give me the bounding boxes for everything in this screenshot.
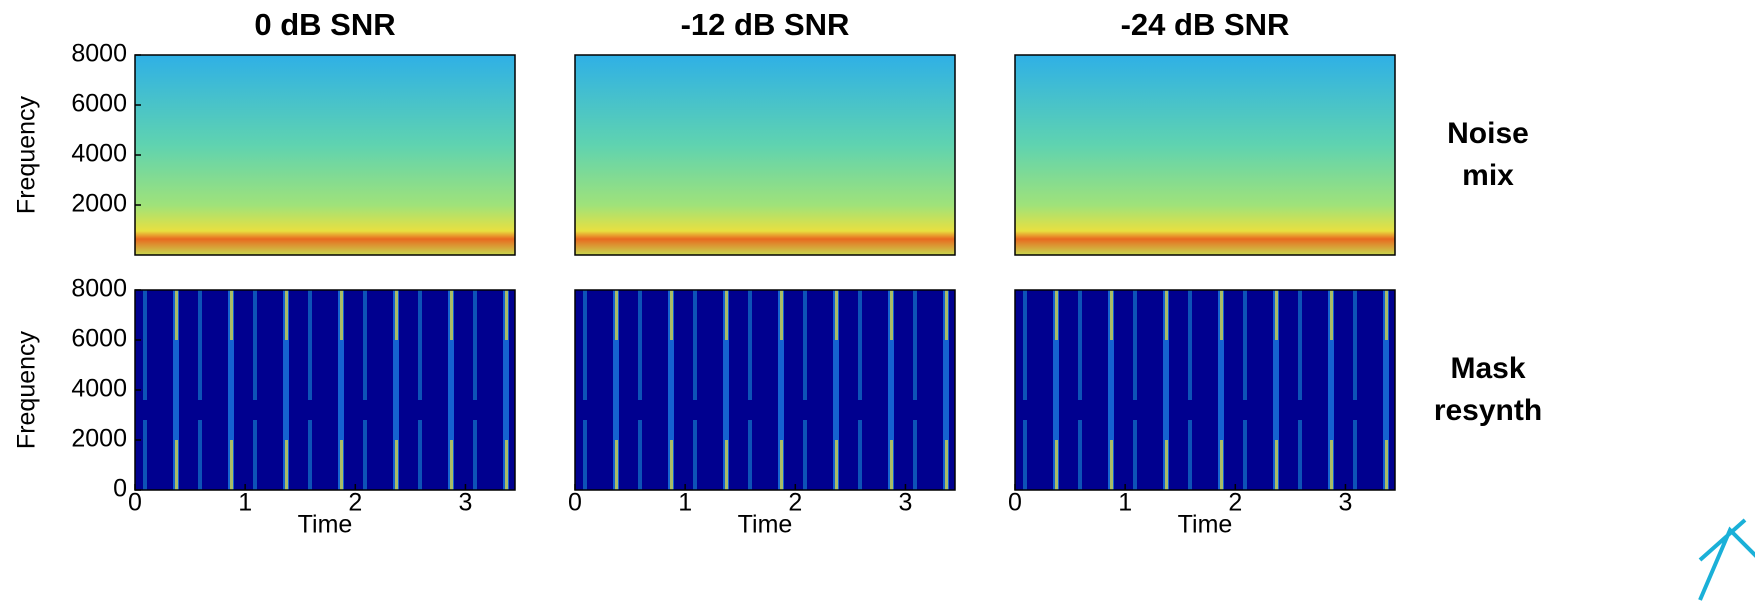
- spectrogram-image: [1015, 290, 1395, 490]
- row-label: Mask resynth: [1434, 352, 1542, 427]
- axes-frame: [1014, 54, 1396, 256]
- y-tick-label: 8000: [71, 40, 127, 68]
- axes-frame: [574, 289, 956, 491]
- x-tick-label: 2: [1228, 489, 1242, 517]
- logo: [1698, 518, 1755, 601]
- x-tick-label: 1: [678, 489, 692, 517]
- y-tick-label: 4000: [71, 140, 127, 168]
- x-tick-label: 3: [898, 489, 912, 517]
- row-label: Noise mix: [1447, 117, 1529, 192]
- spectrogram-image: [135, 290, 515, 490]
- axes-frame: [1014, 289, 1396, 491]
- x-tick-label: 1: [1118, 489, 1132, 517]
- y-tick-label: 4000: [71, 375, 127, 403]
- x-tick-label: 2: [348, 489, 362, 517]
- x-axis-label: Time: [1178, 511, 1233, 539]
- x-tick-label: 3: [1338, 489, 1352, 517]
- y-tick-label: 6000: [71, 90, 127, 118]
- spectrogram-image: [575, 55, 955, 255]
- x-tick-label: 1: [238, 489, 252, 517]
- x-axis-label: Time: [738, 511, 793, 539]
- y-tick-label: 2000: [71, 190, 127, 218]
- x-tick-label: 3: [458, 489, 472, 517]
- y-axis-label: Frequency: [13, 95, 41, 214]
- spectrogram-image: [575, 290, 955, 490]
- x-tick-label: 0: [1008, 489, 1022, 517]
- x-tick-label: 0: [128, 489, 142, 517]
- x-tick-label: 0: [568, 489, 582, 517]
- x-tick-label: 2: [788, 489, 802, 517]
- x-axis-label: Time: [298, 511, 353, 539]
- spectrogram-image: [135, 55, 515, 255]
- y-tick-label: 8000: [71, 275, 127, 303]
- panel-title: 0 dB SNR: [254, 7, 395, 42]
- panel-title: -12 dB SNR: [681, 7, 850, 42]
- y-axis-label: Frequency: [13, 330, 41, 449]
- y-tick-label: 6000: [71, 325, 127, 353]
- y-tick-label: 2000: [71, 425, 127, 453]
- axes-frame: [574, 54, 956, 256]
- spectrogram-image: [1015, 55, 1395, 255]
- y-tick-label: 0: [113, 475, 127, 503]
- panel-title: -24 dB SNR: [1121, 7, 1290, 42]
